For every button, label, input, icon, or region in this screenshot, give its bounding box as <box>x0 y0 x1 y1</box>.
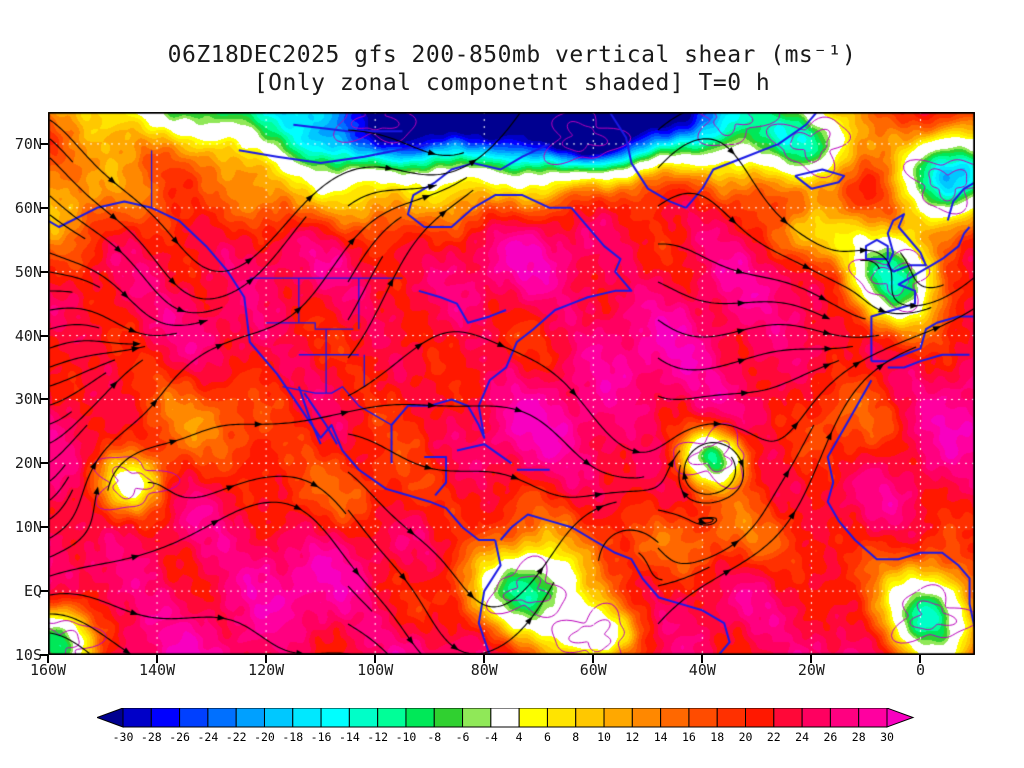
colorbar-tick-label: 16 <box>682 730 696 744</box>
colorbar-segment <box>858 708 888 728</box>
colorbar-tick-label: -6 <box>456 730 470 744</box>
colorbar-segment <box>292 708 322 728</box>
colorbar-tick-label: 8 <box>572 730 579 744</box>
colorbar-segment <box>546 708 577 728</box>
colorbar-tick-label: 6 <box>544 730 551 744</box>
y-tick-label: 10N <box>14 518 42 537</box>
x-tick-label: 120W <box>248 661 285 679</box>
y-axis-tick <box>40 334 48 337</box>
colorbar-segment <box>490 708 520 728</box>
colorbar-segment <box>716 708 747 728</box>
colorbar-tick-label: 18 <box>710 730 724 744</box>
colorbar: -30 -28 -26 -24 -22 -20 -18 -16 -14 -12 -10 -8 -6 -4 4… <box>97 708 915 744</box>
x-tick-label: 0 <box>915 661 925 679</box>
x-tick-label: 40W <box>688 661 716 679</box>
colorbar-tick-label: 30 <box>880 730 894 744</box>
x-axis-tick <box>374 655 377 663</box>
x-tick-label: 100W <box>357 661 394 679</box>
colorbar-tick-label: -4 <box>484 730 498 744</box>
colorbar-tick-label: -28 <box>141 730 162 744</box>
colorbar-segment <box>660 708 690 728</box>
chart-title-line2: [Only zonal componetnt shaded] T=0 h <box>253 70 771 96</box>
x-axis-tick <box>701 655 704 663</box>
colorbar-segment <box>631 708 662 728</box>
colorbar-segment <box>603 708 633 728</box>
colorbar-tick-label: -20 <box>254 730 275 744</box>
y-tick-label: 50N <box>14 262 42 281</box>
colorbar-tick-label: -26 <box>169 730 190 744</box>
colorbar-segment <box>575 708 605 728</box>
y-tick-label: 40N <box>14 326 42 345</box>
colorbar-segment <box>263 708 294 728</box>
colorbar-segment <box>348 708 379 728</box>
colorbar-segment <box>773 708 803 728</box>
colorbar-segment <box>829 708 860 728</box>
y-axis-tick <box>40 142 48 145</box>
y-tick-label: 20N <box>14 454 42 473</box>
chart-title-line1: 06Z18DEC2025 gfs 200-850mb vertical shea… <box>167 42 857 68</box>
colorbar-tick-label: -10 <box>396 730 417 744</box>
colorbar-segment <box>377 708 407 728</box>
y-axis-tick <box>40 270 48 273</box>
colorbar-segment <box>179 708 209 728</box>
colorbar-tick-label: -24 <box>197 730 218 744</box>
map-plot <box>48 112 975 655</box>
y-tick-label: 30N <box>14 390 42 409</box>
y-axis-tick <box>40 590 48 593</box>
colorbar-segment <box>207 708 237 728</box>
y-axis-tick <box>40 398 48 401</box>
colorbar-tick-label: 12 <box>625 730 639 744</box>
x-axis-tick <box>156 655 159 663</box>
colorbar-tick-label: 28 <box>852 730 866 744</box>
colorbar-segment <box>745 708 775 728</box>
y-tick-label: 10S <box>14 646 42 664</box>
y-tick-label: 70N <box>14 134 42 153</box>
colorbar-tick-label: -18 <box>282 730 303 744</box>
colorbar-segment <box>150 708 181 728</box>
x-axis-tick <box>592 655 595 663</box>
colorbar-segment <box>518 708 548 728</box>
colorbar-segment <box>801 708 831 728</box>
colorbar-tick-label: -16 <box>311 730 332 744</box>
colorbar-tick-label: -30 <box>113 730 134 744</box>
colorbar-tick-label: 20 <box>739 730 753 744</box>
colorbar-tick-label: 26 <box>823 730 837 744</box>
colorbar-tick-label: -8 <box>427 730 441 744</box>
colorbar-tick-label: -14 <box>339 730 360 744</box>
colorbar-segment <box>405 708 435 728</box>
colorbar-segment <box>320 708 350 728</box>
x-tick-label: 160W <box>29 661 67 679</box>
colorbar-arrow-high <box>886 708 915 728</box>
x-axis-tick <box>919 655 922 663</box>
colorbar-segment <box>688 708 718 728</box>
map-canvas <box>48 112 975 655</box>
y-axis-tick <box>40 654 48 656</box>
y-axis-tick <box>40 462 48 465</box>
x-tick-label: 80W <box>470 661 498 679</box>
colorbar-segment <box>235 708 265 728</box>
colorbar-tick-label: -12 <box>367 730 388 744</box>
x-axis-tick <box>47 655 49 663</box>
y-axis-tick <box>40 206 48 209</box>
x-axis-tick <box>483 655 486 663</box>
x-tick-label: 20W <box>797 661 825 679</box>
colorbar-segment <box>122 708 152 728</box>
colorbar-tick-label: 14 <box>654 730 668 744</box>
colorbar-tick-label: 24 <box>795 730 809 744</box>
x-tick-label: 60W <box>579 661 607 679</box>
colorbar-tick-label: 22 <box>767 730 781 744</box>
x-axis-tick <box>265 655 268 663</box>
x-tick-label: 140W <box>138 661 176 679</box>
colorbar-segment <box>433 708 464 728</box>
x-axis-tick <box>810 655 813 663</box>
colorbar-tick-label: 10 <box>597 730 611 744</box>
colorbar-tick-label: -22 <box>226 730 247 744</box>
y-tick-label: EQ <box>23 582 42 601</box>
colorbar-arrow-low <box>97 708 124 728</box>
y-axis-tick <box>40 526 48 529</box>
y-tick-label: 60N <box>14 198 42 217</box>
colorbar-tick-label: 4 <box>516 730 523 744</box>
colorbar-segment <box>462 708 492 728</box>
